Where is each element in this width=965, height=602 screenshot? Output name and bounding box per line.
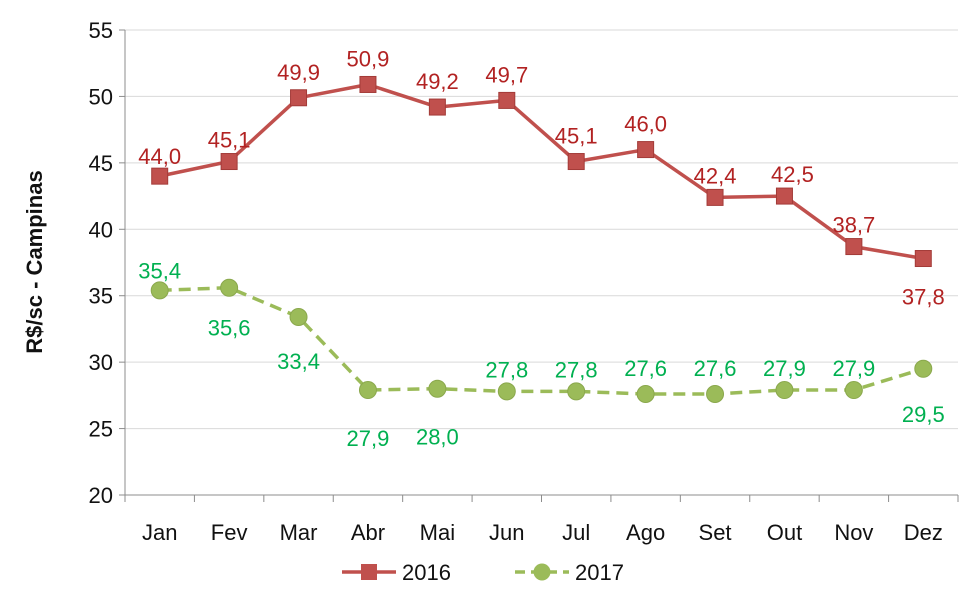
data-label: 37,8: [902, 285, 945, 310]
data-point: [289, 307, 308, 326]
y-tick-label: 20: [89, 483, 113, 508]
data-label: 27,6: [694, 356, 737, 381]
data-label: 27,8: [485, 357, 528, 382]
y-tick-label: 55: [89, 18, 113, 43]
legend: 2016 2017: [342, 560, 624, 585]
y-tick-label: 40: [89, 217, 113, 242]
legend-item-2016: 2016: [342, 560, 451, 585]
data-point: [914, 359, 933, 378]
x-tick-label: Ago: [626, 520, 665, 545]
data-label: 49,2: [416, 69, 459, 94]
series-line-2016: [159, 82, 924, 261]
x-tick-label: Out: [767, 520, 802, 545]
data-label: 50,9: [347, 46, 390, 71]
data-point: [845, 238, 863, 256]
data-label: 42,4: [694, 163, 737, 188]
data-label: 46,0: [624, 112, 667, 137]
data-label: 27,9: [347, 426, 390, 451]
axes: 20 25 30 35 40 45 50 55 Jan Fev Mar Abr Mai Jun Jul Ago…: [89, 18, 959, 545]
data-label: 35,4: [138, 258, 181, 283]
x-tick-label: Jun: [489, 520, 524, 545]
legend-label: 2016: [402, 560, 451, 585]
data-point: [914, 250, 932, 268]
series-layer: [150, 75, 933, 404]
data-point: [428, 98, 446, 116]
data-point: [706, 385, 725, 404]
data-point: [636, 385, 655, 404]
data-point: [706, 188, 724, 206]
series-line-2017: [159, 285, 924, 396]
data-point: [359, 75, 377, 93]
data-label: 33,4: [277, 349, 320, 374]
data-labels: 44,0 45,1 49,9 50,9 49,2 49,7 45,1 46,0 42,4 42,5…: [138, 46, 944, 451]
data-point: [220, 278, 239, 297]
y-tick-label: 30: [89, 350, 113, 375]
data-point: [358, 381, 377, 400]
data-label: 44,0: [138, 144, 181, 169]
x-tick-label: Jan: [142, 520, 177, 545]
x-tick-label: Jul: [562, 520, 590, 545]
data-label: 27,6: [624, 356, 667, 381]
legend-item-2017: 2017: [515, 560, 624, 585]
data-point: [497, 382, 516, 401]
data-point: [498, 91, 516, 109]
legend-circle-marker: [533, 563, 551, 581]
data-label: 49,7: [485, 62, 528, 87]
x-tick-label: Abr: [351, 520, 385, 545]
y-axis-title: R$/sc - Campinas: [22, 170, 47, 353]
gridlines: [125, 29, 958, 430]
y-tick-label: 25: [89, 417, 113, 442]
y-tick-label: 50: [89, 84, 113, 109]
y-tick-label: 35: [89, 284, 113, 309]
data-point: [844, 381, 863, 400]
data-point: [150, 281, 169, 300]
data-label: 27,9: [763, 356, 806, 381]
data-label: 29,5: [902, 402, 945, 427]
data-label: 38,7: [832, 213, 875, 238]
data-point: [567, 382, 586, 401]
data-label: 27,8: [555, 357, 598, 382]
x-tick-label: Mar: [280, 520, 318, 545]
legend-square-marker: [361, 564, 377, 580]
x-tick-label: Dez: [904, 520, 943, 545]
data-label: 27,9: [832, 356, 875, 381]
legend-label: 2017: [575, 560, 624, 585]
x-tick-label: Mai: [420, 520, 455, 545]
x-tick-label: Nov: [834, 520, 873, 545]
data-point: [290, 89, 308, 107]
data-point: [775, 381, 794, 400]
data-label: 49,9: [277, 60, 320, 85]
data-label: 45,1: [208, 128, 251, 153]
data-label: 35,6: [208, 316, 251, 341]
data-point: [428, 379, 447, 398]
data-point: [637, 141, 655, 159]
data-label: 42,5: [771, 162, 814, 187]
data-label: 28,0: [416, 425, 459, 450]
data-point: [775, 187, 793, 205]
data-label: 45,1: [555, 124, 598, 149]
x-tick-label: Fev: [211, 520, 248, 545]
data-point: [567, 153, 585, 171]
data-point: [220, 153, 238, 171]
data-point: [151, 167, 169, 185]
x-tick-label: Set: [699, 520, 732, 545]
y-tick-label: 45: [89, 151, 113, 176]
